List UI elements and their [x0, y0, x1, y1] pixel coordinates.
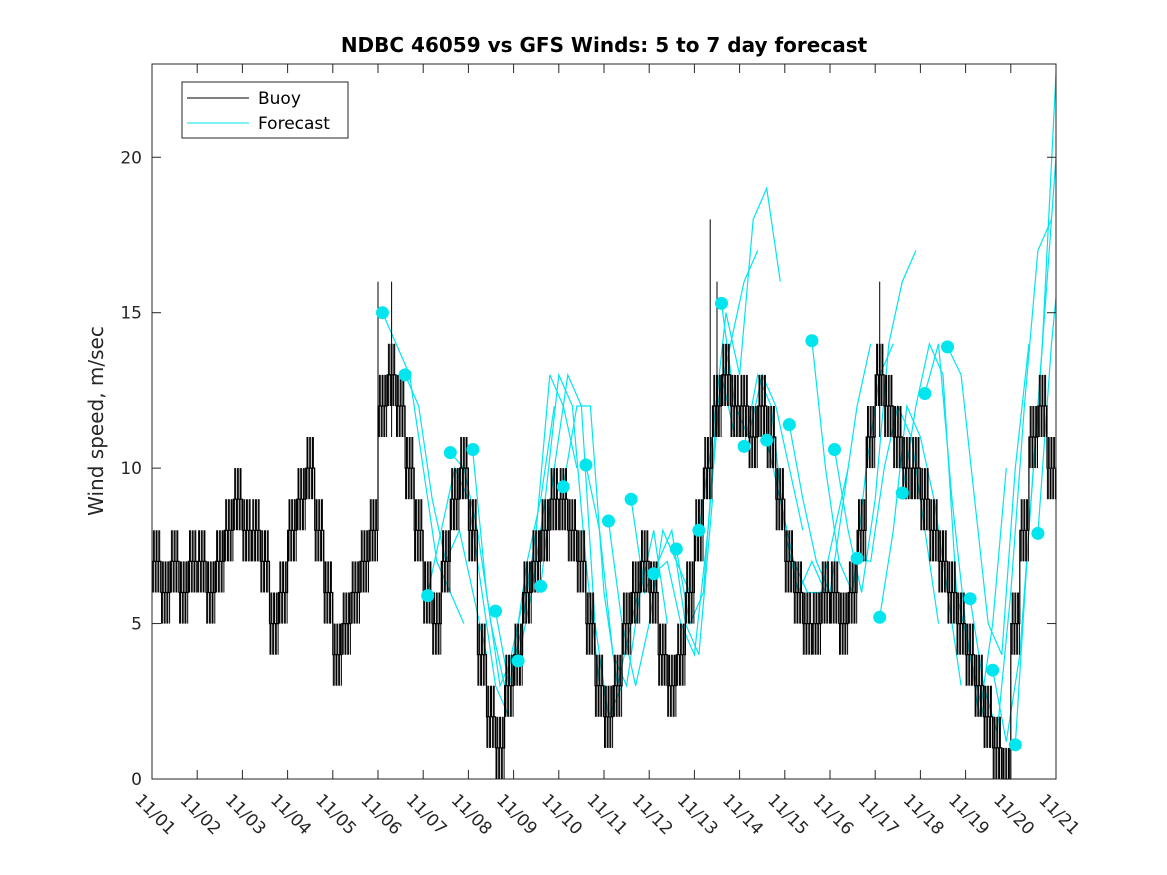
series-layer — [152, 73, 1057, 780]
forecast-marker — [579, 458, 593, 472]
forecast-marker — [1008, 738, 1022, 752]
forecast-marker — [443, 446, 457, 460]
forecast-marker — [986, 663, 1000, 677]
legend: Buoy Forecast — [181, 81, 349, 139]
forecast-marker — [715, 296, 728, 310]
forecast-marker — [647, 567, 661, 581]
forecast-marker — [556, 480, 570, 494]
y-axis-label: Wind speed, m/sec — [84, 326, 108, 516]
forecast-run-line — [946, 343, 1030, 655]
forecast-marker — [489, 604, 502, 618]
forecast-marker — [398, 368, 412, 382]
forecast-marker — [895, 486, 909, 500]
forecast-marker — [624, 492, 638, 506]
forecast-marker — [692, 523, 706, 537]
y-tick-label: 0 — [131, 770, 142, 790]
forecast-marker — [805, 334, 819, 348]
forecast-marker — [421, 589, 435, 603]
forecast-marker — [737, 439, 751, 453]
y-tick-label: 5 — [131, 615, 142, 635]
plot-area — [152, 64, 1056, 779]
forecast-run-line — [585, 464, 668, 688]
legend-box — [181, 81, 349, 139]
forecast-run-line — [833, 250, 917, 593]
forecast-marker — [941, 340, 954, 354]
legend-label-buoy: Buoy — [258, 89, 301, 109]
forecast-marker — [669, 542, 683, 556]
forecast-marker — [376, 306, 389, 320]
forecast-marker — [534, 579, 548, 593]
legend-label-forecast: Forecast — [258, 114, 330, 134]
forecast-marker — [963, 592, 977, 606]
y-tick-label: 10 — [120, 459, 142, 479]
y-tick-label: 15 — [120, 304, 142, 324]
forecast-marker — [873, 610, 887, 624]
forecast-marker — [828, 443, 841, 456]
forecast-marker — [760, 433, 774, 447]
forecast-marker — [1031, 526, 1045, 540]
forecast-marker — [466, 443, 480, 456]
forecast-marker — [918, 387, 932, 400]
y-tick-label: 20 — [120, 148, 142, 168]
chart-title: NDBC 46059 vs GFS Winds: 5 to 7 day fore… — [341, 33, 868, 57]
forecast-marker — [511, 654, 525, 668]
forecast-marker — [782, 418, 796, 432]
forecast-marker — [850, 551, 864, 565]
plot-frame — [151, 63, 1057, 780]
forecast-marker — [602, 514, 615, 528]
